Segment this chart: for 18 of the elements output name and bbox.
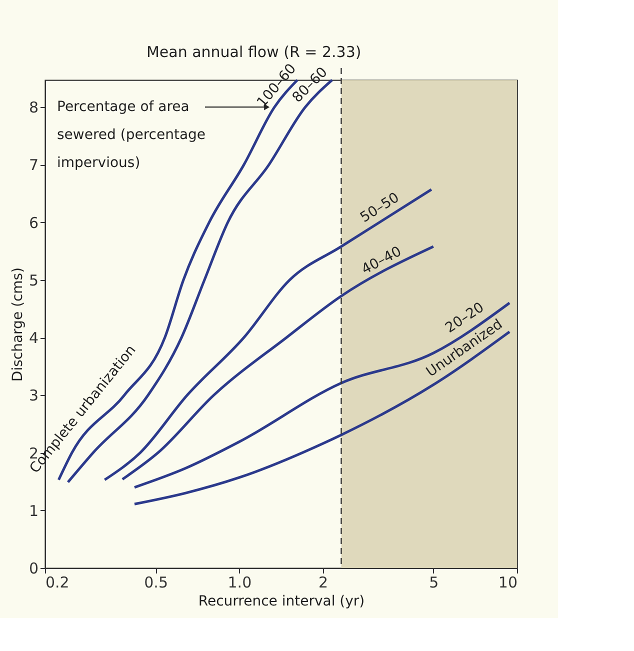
x-axis-title: Recurrence interval (yr) [198, 594, 365, 610]
y-tick-label: 5 [28, 271, 38, 290]
x-tick-label: 0.2 [46, 574, 70, 592]
y-tick-label: 8 [28, 98, 38, 117]
y-axis-title: Discharge (cms) [10, 267, 26, 382]
y-tick-label: 0 [28, 560, 38, 578]
x-tick-label: 1.0 [228, 574, 252, 592]
x-tick-label: 2 [318, 574, 328, 592]
x-tick-label: 5 [429, 574, 439, 592]
ref-line-label: Mean annual flow (R = 2.33) [146, 43, 362, 61]
annotation: Percentage of area sewered (percentage impervious) [57, 99, 206, 172]
y-tick-label: 1 [28, 502, 38, 520]
x-tick-label: 10 [498, 574, 518, 592]
y-tick-label: 4 [28, 329, 38, 348]
y-tick-label: 6 [28, 214, 38, 232]
y-tick-label: 3 [28, 386, 38, 405]
x-tick-label: 0.5 [144, 574, 168, 592]
y-tick-label: 7 [28, 156, 38, 174]
